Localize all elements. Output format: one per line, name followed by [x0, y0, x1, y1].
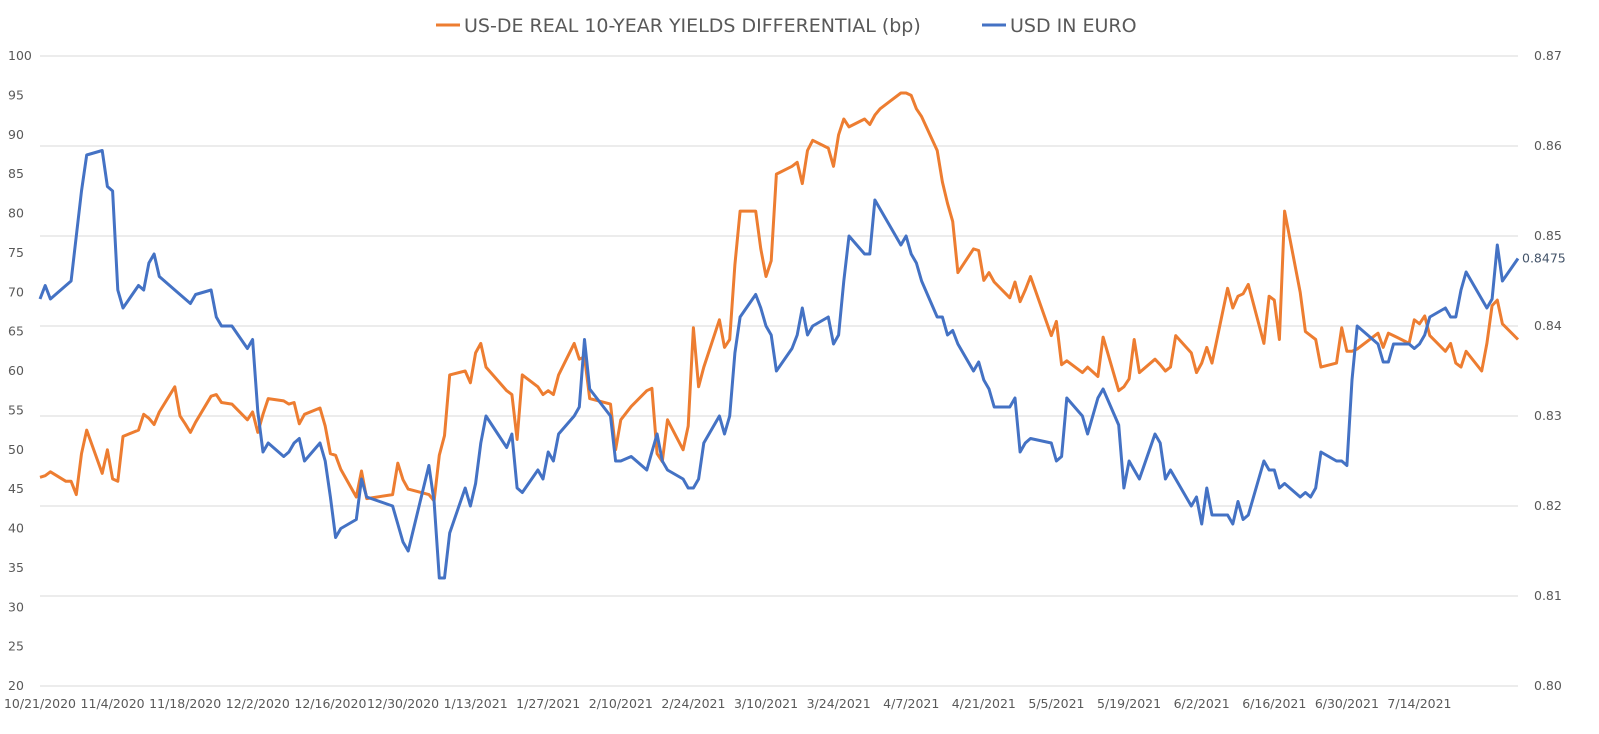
x-axis-tick-label: 2/10/2021: [589, 696, 653, 711]
left-axis-ticks: 100 95 90 85 80 75 70 65 60 55 50 45 40 35 30 25 20: [8, 48, 32, 693]
x-axis-tick-label: 1/27/2021: [516, 696, 580, 711]
right-axis-tick-label: 0.81: [1534, 588, 1562, 603]
left-axis-tick-label: 25: [8, 639, 24, 654]
right-axis-tick-label: 0.86: [1534, 138, 1562, 153]
right-axis-tick-label: 0.87: [1534, 48, 1562, 63]
left-axis-tick-label: 50: [8, 442, 24, 457]
x-axis-tick-label: 4/7/2021: [883, 696, 939, 711]
right-axis-tick-label: 0.84: [1534, 318, 1562, 333]
x-axis-tick-label: 11/18/2020: [149, 696, 221, 711]
left-axis-tick-label: 35: [8, 560, 24, 575]
left-axis-tick-label: 20: [8, 678, 24, 693]
right-axis-tick-label: 0.80: [1534, 678, 1562, 693]
left-axis-tick-label: 60: [8, 363, 24, 378]
left-axis-tick-label: 70: [8, 284, 24, 299]
legend: US-DE REAL 10-YEAR YIELDS DIFFERENTIAL (…: [436, 15, 1137, 37]
left-axis-tick-label: 85: [8, 166, 24, 181]
left-axis-tick-label: 55: [8, 402, 24, 417]
series-line-yield-differential: [39, 91, 1520, 503]
right-axis-tick-label: 0.82: [1534, 498, 1562, 513]
right-axis-tick-label: 0.83: [1534, 408, 1562, 423]
x-axis-tick-label: 4/21/2021: [952, 696, 1016, 711]
series-layer: [38, 91, 1520, 580]
left-axis-tick-label: 40: [8, 521, 24, 536]
series-end-value-label: 0.8475: [1522, 251, 1566, 266]
x-axis-tick-label: 6/16/2021: [1242, 696, 1306, 711]
legend-label-yield-differential: US-DE REAL 10-YEAR YIELDS DIFFERENTIAL (…: [464, 15, 921, 37]
gridlines: [40, 55, 1518, 687]
x-axis-tick-label: 1/13/2021: [444, 696, 508, 711]
x-axis-tick-label: 12/16/2020: [294, 696, 366, 711]
x-axis-tick-label: 12/30/2020: [367, 696, 439, 711]
x-axis-tick-label: 5/19/2021: [1097, 696, 1161, 711]
left-axis-tick-label: 95: [8, 87, 24, 102]
left-axis-tick-label: 45: [8, 481, 24, 496]
x-axis-tick-label: 3/24/2021: [807, 696, 871, 711]
x-axis-tick-label: 7/14/2021: [1387, 696, 1451, 711]
x-axis-tick-label: 2/24/2021: [661, 696, 725, 711]
x-axis-tick-label: 6/30/2021: [1315, 696, 1379, 711]
legend-label-usd-in-euro: USD IN EURO: [1010, 15, 1137, 37]
left-axis-tick-label: 80: [8, 206, 24, 221]
x-axis-tick-label: 6/2/2021: [1174, 696, 1230, 711]
left-axis-tick-label: 90: [8, 127, 24, 142]
left-axis-tick-label: 75: [8, 245, 24, 260]
right-axis-tick-label: 0.85: [1534, 228, 1562, 243]
x-axis-tick-label: 3/10/2021: [734, 696, 798, 711]
x-axis-tick-label: 12/2/2020: [226, 696, 290, 711]
x-axis-tick-label: 11/4/2020: [81, 696, 145, 711]
series-line-usd-in-euro: [38, 149, 1520, 580]
x-axis-tick-label: 10/21/2020: [4, 696, 76, 711]
left-axis-tick-label: 65: [8, 324, 24, 339]
x-axis-ticks: 10/21/2020 11/4/2020 11/18/2020 12/2/2020 12…: [4, 696, 1452, 711]
right-axis-ticks: 0.87 0.86 0.85 0.84 0.83 0.82 0.81 0.80: [1534, 48, 1562, 693]
left-axis-tick-label: 30: [8, 599, 24, 614]
left-axis-tick-label: 100: [8, 48, 32, 63]
x-axis-tick-label: 5/5/2021: [1028, 696, 1084, 711]
